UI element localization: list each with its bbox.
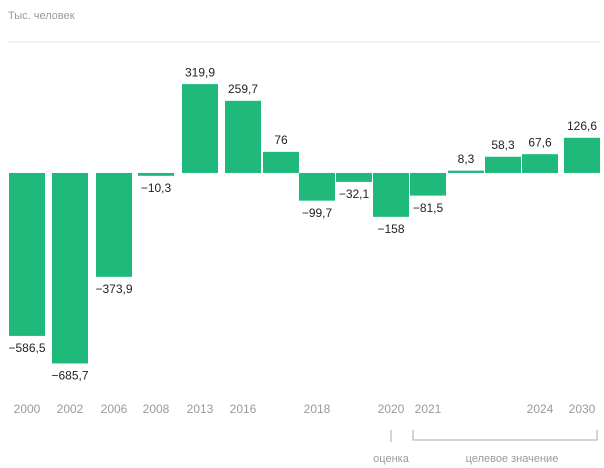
value-label: −32,1 [339, 187, 370, 201]
value-label: 58,3 [491, 138, 515, 152]
annotation: оценка [373, 453, 410, 465]
value-label: −586,5 [8, 341, 45, 355]
bar [299, 172, 335, 201]
x-tick-label: 2000 [14, 402, 41, 416]
bar [96, 172, 132, 277]
bar [448, 170, 484, 173]
value-label: 8,3 [458, 152, 475, 166]
x-tick-label: 2008 [143, 402, 170, 416]
x-tick-label: 2018 [304, 402, 331, 416]
x-tick-label: 2016 [230, 402, 257, 416]
chart-subtitle: Тыс. человек [8, 10, 75, 22]
bar [225, 100, 261, 173]
bar [564, 137, 600, 173]
value-label: −685,7 [51, 369, 88, 383]
value-label: −373,9 [95, 282, 132, 296]
bar [373, 172, 409, 217]
value-label: −99,7 [302, 206, 333, 220]
value-label: −10,3 [141, 181, 172, 195]
x-tick-label: 2006 [101, 402, 128, 416]
annotation: целевое значение [466, 453, 559, 465]
value-label: 67,6 [528, 135, 552, 149]
bar [410, 172, 446, 196]
bar [138, 172, 174, 176]
x-tick-label: 2020 [378, 402, 405, 416]
value-label: 126,6 [567, 119, 597, 133]
x-tick-label: 2002 [57, 402, 84, 416]
bar [485, 156, 521, 173]
target-bracket [412, 430, 598, 441]
value-label: −81,5 [413, 201, 444, 215]
value-label: 259,7 [228, 82, 258, 96]
x-tick-label: 2030 [569, 402, 596, 416]
bar [9, 172, 45, 336]
x-tick-label: 2024 [527, 402, 554, 416]
x-tick-label: 2021 [415, 402, 442, 416]
value-label: 76 [274, 133, 288, 147]
bar [522, 154, 558, 173]
x-tick-label: 2013 [187, 402, 214, 416]
bar [182, 84, 218, 173]
value-label: 319,9 [185, 65, 215, 79]
bar [263, 151, 299, 173]
value-label: −158 [377, 222, 404, 236]
bar [336, 172, 372, 182]
bar [52, 172, 88, 364]
